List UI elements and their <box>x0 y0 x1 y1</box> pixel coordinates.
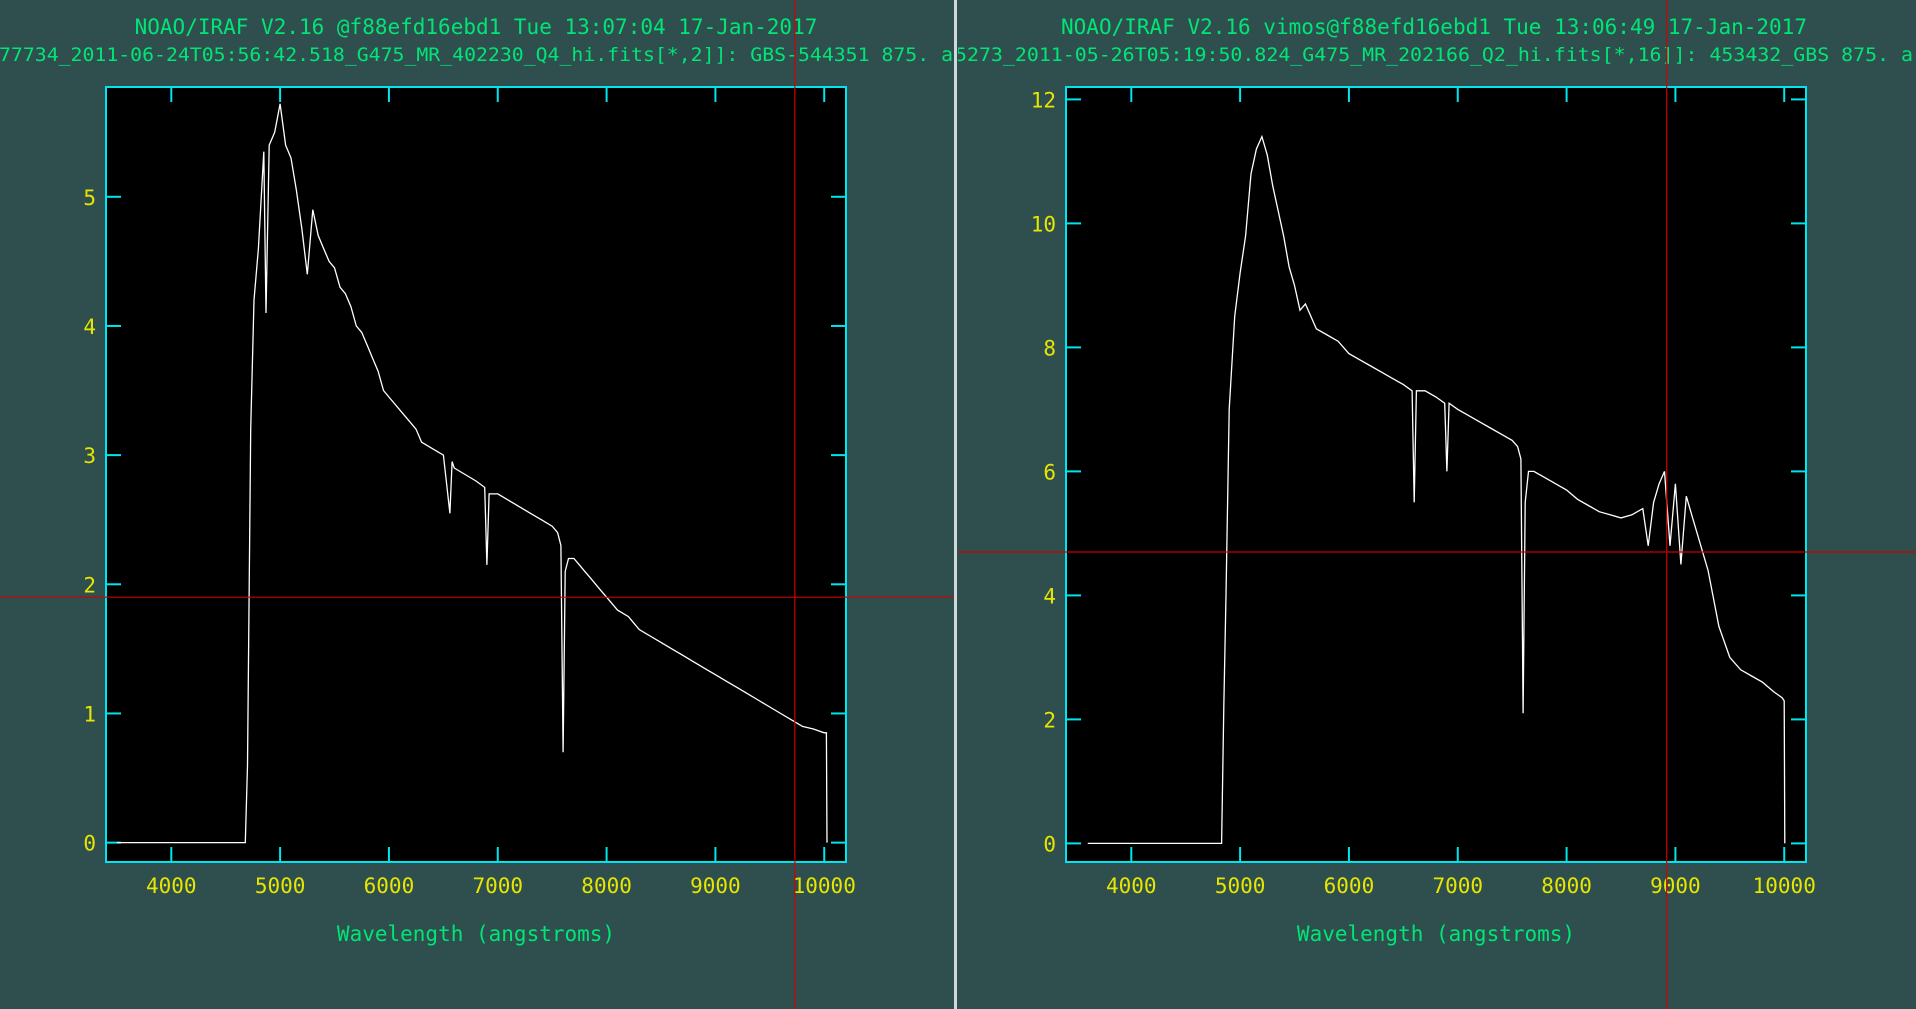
y-tick-label: 1 <box>83 702 96 726</box>
left-header: NOAO/IRAF V2.16 @f88efd16ebd1 Tue 13:07:… <box>135 15 818 39</box>
y-tick-label: 2 <box>1043 708 1056 732</box>
left-subtitle: 77734_2011-06-24T05:56:42.518_G475_MR_40… <box>0 44 953 66</box>
window-divider[interactable] <box>954 0 957 1009</box>
y-tick-label: 0 <box>1043 832 1056 856</box>
x-tick-label: 10000 <box>1753 874 1816 898</box>
y-tick-label: 3 <box>83 444 96 468</box>
y-tick-label: 12 <box>1031 88 1056 112</box>
x-tick-label: 5000 <box>255 874 306 898</box>
y-tick-label: 2 <box>83 573 96 597</box>
x-tick-label: 9000 <box>690 874 741 898</box>
right-spectrum-line <box>1087 134 1786 845</box>
y-tick-label: 4 <box>1043 584 1056 608</box>
left-x-axis: 4000 5000 6000 7000 8000 9000 10000 <box>146 87 856 898</box>
left-x-axis-label: Wavelength (angstroms) <box>337 922 615 946</box>
x-tick-label: 7000 <box>1432 874 1483 898</box>
x-tick-label: 6000 <box>364 874 415 898</box>
x-tick-label: 4000 <box>146 874 197 898</box>
y-tick-label: 4 <box>83 315 96 339</box>
left-plot-window[interactable]: NOAO/IRAF V2.16 @f88efd16ebd1 Tue 13:07:… <box>0 0 954 1009</box>
x-tick-label: 5000 <box>1215 874 1266 898</box>
x-tick-label: 4000 <box>1106 874 1157 898</box>
x-tick-label: 10000 <box>793 874 856 898</box>
y-tick-label: 0 <box>83 832 96 856</box>
y-tick-label: 10 <box>1031 212 1056 236</box>
x-tick-label: 8000 <box>581 874 632 898</box>
x-tick-label: 6000 <box>1324 874 1375 898</box>
left-spectrum-line <box>116 103 828 844</box>
left-y-axis: 0 1 2 3 4 5 <box>83 186 846 856</box>
right-subtitle: 5273_2011-05-26T05:19:50.824_G475_MR_202… <box>958 44 1913 66</box>
x-tick-label: 7000 <box>472 874 523 898</box>
right-plot-area[interactable] <box>1065 86 1807 863</box>
right-y-axis: 0 2 4 6 8 10 12 <box>1031 88 1806 856</box>
right-x-axis: 4000 5000 6000 7000 8000 9000 10000 <box>1106 87 1816 898</box>
right-header: NOAO/IRAF V2.16 vimos@f88efd16ebd1 Tue 1… <box>1061 15 1807 39</box>
left-plot-area[interactable] <box>105 86 847 863</box>
y-tick-label: 6 <box>1043 460 1056 484</box>
y-tick-label: 8 <box>1043 336 1056 360</box>
right-plot-window[interactable]: NOAO/IRAF V2.16 vimos@f88efd16ebd1 Tue 1… <box>958 0 1916 1009</box>
x-tick-label: 9000 <box>1650 874 1701 898</box>
x-tick-label: 8000 <box>1541 874 1592 898</box>
right-x-axis-label: Wavelength (angstroms) <box>1297 922 1575 946</box>
y-tick-label: 5 <box>83 186 96 210</box>
